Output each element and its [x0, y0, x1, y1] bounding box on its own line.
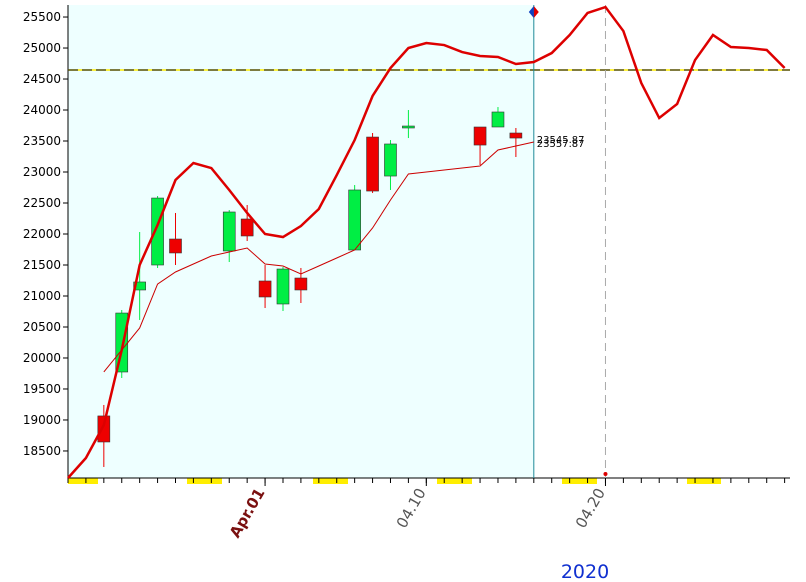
- y-tick-label: 19000: [23, 413, 61, 427]
- y-tick-label: 24000: [23, 103, 61, 117]
- candle-body: [402, 125, 415, 129]
- y-tick-label: 24500: [23, 72, 61, 86]
- line-series: [103, 141, 534, 373]
- cursor-marker: [528, 6, 534, 18]
- candle-body: [384, 143, 397, 177]
- weekend-marker: [562, 478, 597, 484]
- weekend-marker: [187, 478, 222, 484]
- price-annotation: 23545.87: [537, 135, 585, 146]
- x-tick-label: 04.10: [393, 485, 430, 531]
- weekend-marker: [313, 478, 348, 484]
- weekend-marker: [437, 478, 472, 484]
- candle-body: [133, 281, 146, 291]
- weekend-marker: [68, 478, 98, 484]
- weekend-markers: [68, 478, 721, 484]
- history-background: [68, 5, 533, 478]
- x-tick-label: 04.20: [572, 485, 609, 531]
- candle-body: [473, 126, 487, 146]
- y-tick-label: 22500: [23, 196, 61, 210]
- y-tick-label: 23500: [23, 134, 61, 148]
- candle-body: [294, 277, 308, 291]
- y-tick-label: 22000: [23, 227, 61, 241]
- line-series: [67, 5, 786, 479]
- y-tick-label: 25000: [23, 41, 61, 55]
- candle-body: [509, 132, 523, 139]
- y-tick-label: 20000: [23, 351, 61, 365]
- y-tick-label: 18500: [23, 444, 61, 458]
- candle-body: [169, 238, 182, 254]
- y-tick-label: 25500: [23, 10, 61, 24]
- year-label: 2020: [561, 561, 609, 582]
- cursor-marker: [533, 6, 539, 18]
- candle-body: [222, 211, 236, 252]
- y-tick-label: 19500: [23, 382, 61, 396]
- candle-body: [240, 218, 254, 237]
- future-marker: [603, 472, 608, 476]
- y-tick-label: 20500: [23, 320, 61, 334]
- candle-body: [491, 111, 505, 128]
- weekend-marker: [687, 478, 721, 484]
- candle-body: [258, 280, 272, 298]
- y-tick-label: 21000: [23, 289, 61, 303]
- candle-body: [366, 136, 379, 192]
- y-tick-label: 21500: [23, 258, 61, 272]
- y-tick-label: 23000: [23, 165, 61, 179]
- candle-body: [348, 189, 361, 251]
- candle-body: [97, 415, 111, 443]
- price-annotation: 23557.87: [537, 139, 585, 150]
- candle-body: [276, 268, 290, 305]
- x-tick-label: Apr.01: [226, 485, 269, 541]
